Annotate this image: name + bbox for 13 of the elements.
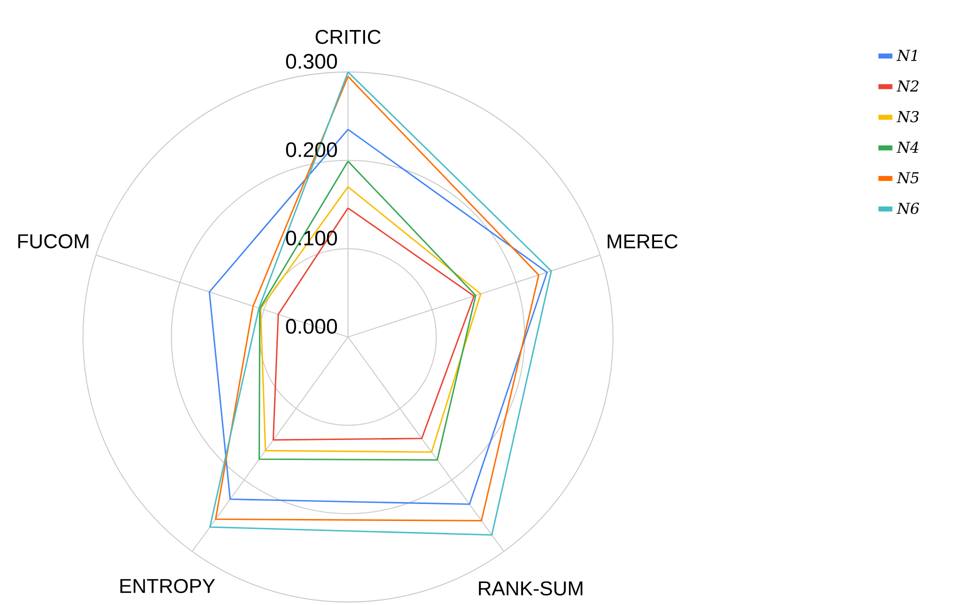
legend-label: N5 bbox=[896, 172, 919, 184]
legend-label: N3 bbox=[896, 110, 919, 122]
legend-label: N1 bbox=[896, 50, 917, 62]
y-tick-label: 0.000 bbox=[286, 318, 337, 334]
spoke-label: ENTROPY bbox=[120, 578, 215, 594]
spoke-label: FUCOM bbox=[18, 234, 88, 248]
legend-label: N6 bbox=[896, 202, 920, 214]
spoke-label: CRITIC bbox=[316, 30, 381, 44]
spoke-label: RANK-SUM bbox=[478, 581, 582, 596]
y-tick-label: 0.300 bbox=[286, 54, 337, 69]
spoke-label: MEREC bbox=[608, 234, 678, 248]
legend-label: N2 bbox=[896, 80, 918, 92]
legend-label: N4 bbox=[896, 142, 918, 153]
